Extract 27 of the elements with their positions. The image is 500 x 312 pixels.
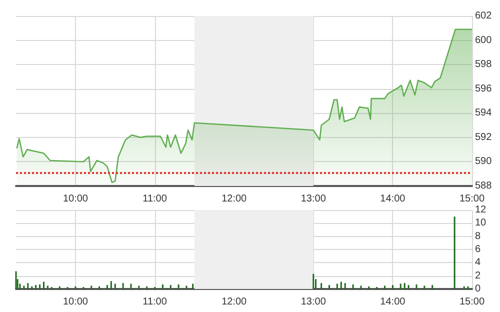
y-tick-label: 6 — [475, 244, 481, 255]
y-tick-label: 588 — [475, 180, 492, 192]
x-tick-label: 12:00 — [222, 194, 248, 204]
y-tick-label: 4 — [475, 257, 481, 268]
x-tick-label: 11:00 — [142, 296, 168, 308]
x-tick-label: 12:00 — [222, 296, 248, 308]
y-tick-label: 592 — [475, 132, 492, 143]
y-tick-label: 10 — [475, 218, 487, 229]
x-tick-label: 11:00 — [142, 194, 168, 204]
y-tick-label: 598 — [475, 59, 492, 70]
x-tick-label: 13:00 — [300, 194, 326, 204]
x-tick-label: 15:00 — [459, 296, 485, 308]
x-tick-label: 14:00 — [380, 194, 406, 204]
y-tick-label: 600 — [475, 34, 492, 46]
y-tick-label: 2 — [475, 270, 481, 282]
x-tick-label: 10:00 — [62, 296, 88, 308]
y-tick-label: 12 — [475, 204, 487, 216]
y-tick-label: 8 — [475, 230, 481, 242]
x-tick-label: 10:00 — [62, 194, 88, 204]
y-tick-label: 602 — [475, 10, 492, 22]
y-tick-label: 594 — [475, 108, 492, 119]
y-tick-label: 596 — [475, 83, 492, 94]
x-tick-label: 15:00 — [459, 194, 485, 204]
y-tick-label: 590 — [475, 156, 492, 168]
x-tick-label: 14:00 — [380, 296, 406, 308]
x-tick-label: 13:00 — [300, 296, 326, 308]
y-tick-label: 0 — [475, 284, 481, 294]
